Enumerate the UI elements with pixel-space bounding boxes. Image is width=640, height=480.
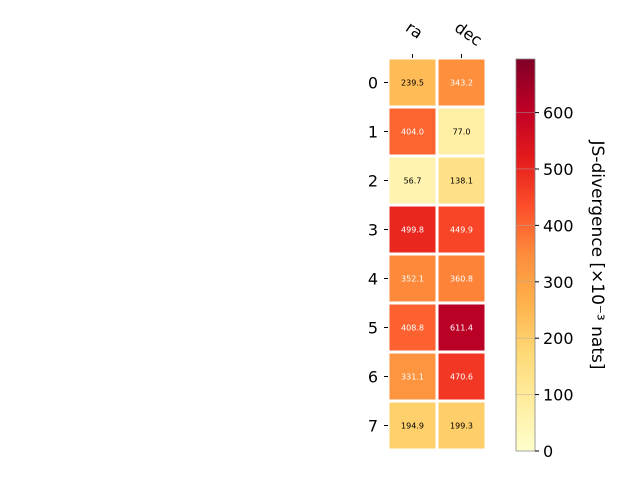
colorbar: 0 100 200 300 400 500 600 JS-divergence [×10⁻³… [515,58,607,461]
heatmap-cell [435,105,488,158]
row-tick-label: 7 [368,417,378,436]
column-tick-label: ra [402,18,426,43]
colorbar-ticks: 0 100 200 300 400 500 600 [516,104,574,461]
row-tick-label: 6 [368,368,378,387]
colorbar-tick-label: 200 [543,329,574,348]
heatmap-cell [435,399,488,452]
cell-value-label: 77.0 [453,128,471,137]
cell-value-label: 404.0 [401,128,424,137]
cell-value-label: 331.1 [401,373,424,382]
colorbar-tick-label: 0 [543,442,553,461]
cell-value-label: 239.5 [401,79,424,88]
cell-value-label: 343.2 [450,79,473,88]
cell-value-label: 470.6 [450,373,473,382]
row-tick-label: 0 [368,74,378,93]
colorbar-tick-label: 100 [543,386,574,405]
colorbar-tick-label: 300 [543,273,574,292]
row-tick-label: 5 [368,319,378,338]
cell-value-label: 194.9 [401,422,424,431]
cell-value-label: 449.9 [450,226,473,235]
row-tick-label: 2 [368,172,378,191]
heatmap-cell-labels: 239.5 343.2 404.0 77.0 56.7 138.1 499.8 449.9 35… [401,79,473,431]
row-tick-label: 4 [368,270,378,289]
cell-value-label: 408.8 [401,324,424,333]
cell-value-label: 360.8 [450,275,473,284]
row-tick-label: 1 [368,123,378,142]
heatmap-cell [435,154,488,207]
colorbar-tick-label: 500 [543,160,574,179]
column-tick-labels: ra dec [402,18,486,58]
cell-value-label: 56.7 [404,177,422,186]
colorbar-label: JS-divergence [×10⁻³ nats] [587,140,607,370]
colorbar-tick-label: 400 [543,216,574,235]
row-tick-label: 3 [368,221,378,240]
row-tick-labels: 0 1 2 3 4 5 6 7 [368,74,388,436]
heatmap-cell [435,203,488,256]
cell-value-label: 199.3 [450,422,473,431]
cell-value-label: 138.1 [450,177,473,186]
colorbar-gradient [515,58,536,452]
cell-value-label: 499.8 [401,226,424,235]
colorbar-tick-label: 600 [543,104,574,123]
column-tick-label: dec [451,18,485,50]
heatmap-cell [435,252,488,305]
cell-value-label: 352.1 [401,275,424,284]
heatmap-cells [386,56,488,452]
cell-value-label: 611.4 [450,324,473,333]
